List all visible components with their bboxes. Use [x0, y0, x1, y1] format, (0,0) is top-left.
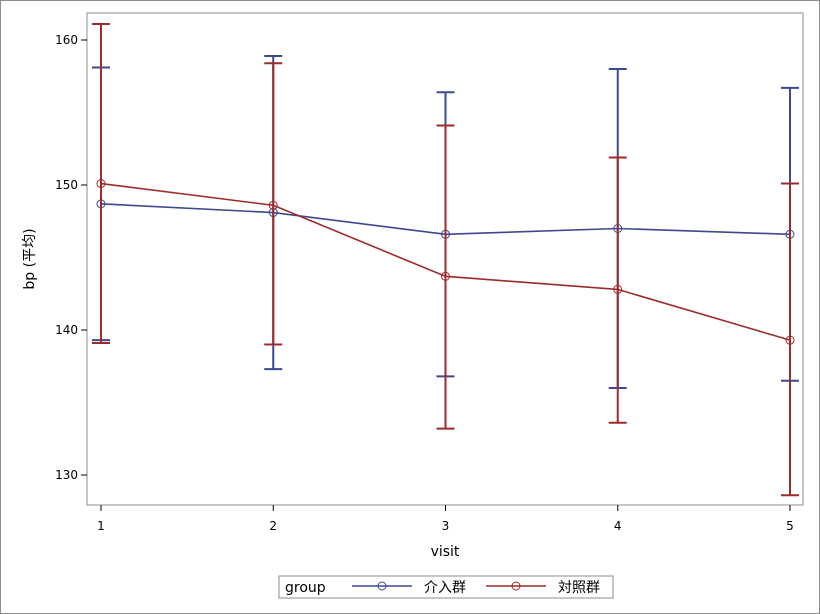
data-point	[785, 335, 795, 345]
x-axis: 1 2 3 4 5	[97, 505, 794, 533]
series-layer	[92, 23, 799, 497]
x-tick-label: 3	[442, 519, 450, 533]
legend-marker	[377, 581, 387, 591]
legend-label: 介入群	[424, 580, 466, 596]
data-point	[441, 271, 450, 281]
y-axis-label: bp (平均)	[22, 228, 38, 289]
x-tick-label: 2	[269, 519, 277, 533]
legend-title: group	[285, 580, 326, 596]
y-axis: 130 140 150 160	[55, 33, 87, 482]
legend: group 介入群 対照群	[278, 575, 614, 599]
legend-items: 介入群 対照群	[352, 580, 600, 596]
y-tick-label: 130	[55, 468, 78, 482]
x-tick-label: 5	[786, 519, 794, 533]
legend-label: 対照群	[558, 580, 600, 596]
x-tick-label: 4	[614, 519, 622, 533]
series-2	[92, 23, 799, 497]
y-tick-label: 150	[55, 178, 78, 192]
data-point	[96, 179, 106, 189]
series-line	[100, 182, 791, 341]
legend-marker	[511, 581, 521, 591]
legend-box	[278, 575, 614, 599]
y-tick-label: 160	[55, 33, 78, 47]
y-tick-label: 140	[55, 323, 78, 337]
data-point	[613, 284, 623, 294]
x-axis-label: visit	[431, 544, 460, 560]
x-tick-label: 1	[97, 519, 105, 533]
data-point	[268, 200, 278, 210]
